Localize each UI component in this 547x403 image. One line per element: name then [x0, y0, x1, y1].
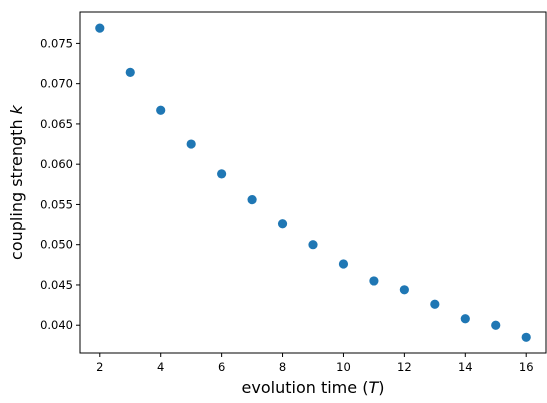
data-point-14: [491, 320, 501, 330]
plot-frame: [79, 11, 547, 354]
x-axis-label-symbol: T: [368, 378, 379, 397]
x-tick-label: 2: [96, 360, 103, 374]
y-tick-label: 0.055: [40, 197, 73, 211]
y-axis-label-symbol: k: [7, 104, 26, 114]
x-tick-label: 8: [279, 360, 286, 374]
data-point-1: [95, 23, 105, 33]
y-tick-label: 0.065: [40, 117, 73, 131]
data-point-13: [460, 314, 470, 324]
data-points: [95, 23, 531, 342]
x-tick-label: 16: [519, 360, 534, 374]
x-axis-label: evolution time (T): [242, 378, 385, 397]
plot-area: [80, 12, 546, 353]
data-point-6: [247, 195, 257, 205]
x-tick-label: 10: [336, 360, 351, 374]
y-tick-label: 0.070: [40, 77, 73, 91]
y-axis-ticks: 0.040 0.045 0.050 0.055 0.060 0.065 0.070 0.075: [40, 36, 80, 332]
x-axis-ticks: 2 4 6 8 10 12 14 16: [96, 353, 534, 374]
data-point-12: [430, 299, 440, 309]
data-point-2: [125, 67, 135, 77]
y-tick-label: 0.040: [40, 318, 73, 332]
data-point-7: [277, 219, 288, 229]
data-point-11: [399, 285, 409, 295]
y-axis-label: coupling strength k: [7, 104, 26, 260]
y-tick-label: 0.045: [40, 278, 73, 292]
y-tick-label: 0.075: [40, 36, 73, 50]
y-tick-label: 0.060: [40, 157, 73, 171]
data-point-4: [186, 139, 196, 149]
y-tick-label: 0.050: [40, 238, 73, 252]
x-tick-label: 4: [157, 360, 164, 374]
data-point-9: [338, 259, 349, 269]
x-tick-label: 12: [397, 360, 412, 374]
data-point-3: [156, 105, 166, 115]
data-point-5: [217, 169, 227, 179]
x-tick-label: 6: [218, 360, 225, 374]
data-point-15: [521, 332, 531, 342]
x-tick-label: 14: [458, 360, 473, 374]
data-point-8: [308, 240, 318, 250]
data-point-10: [369, 276, 379, 286]
